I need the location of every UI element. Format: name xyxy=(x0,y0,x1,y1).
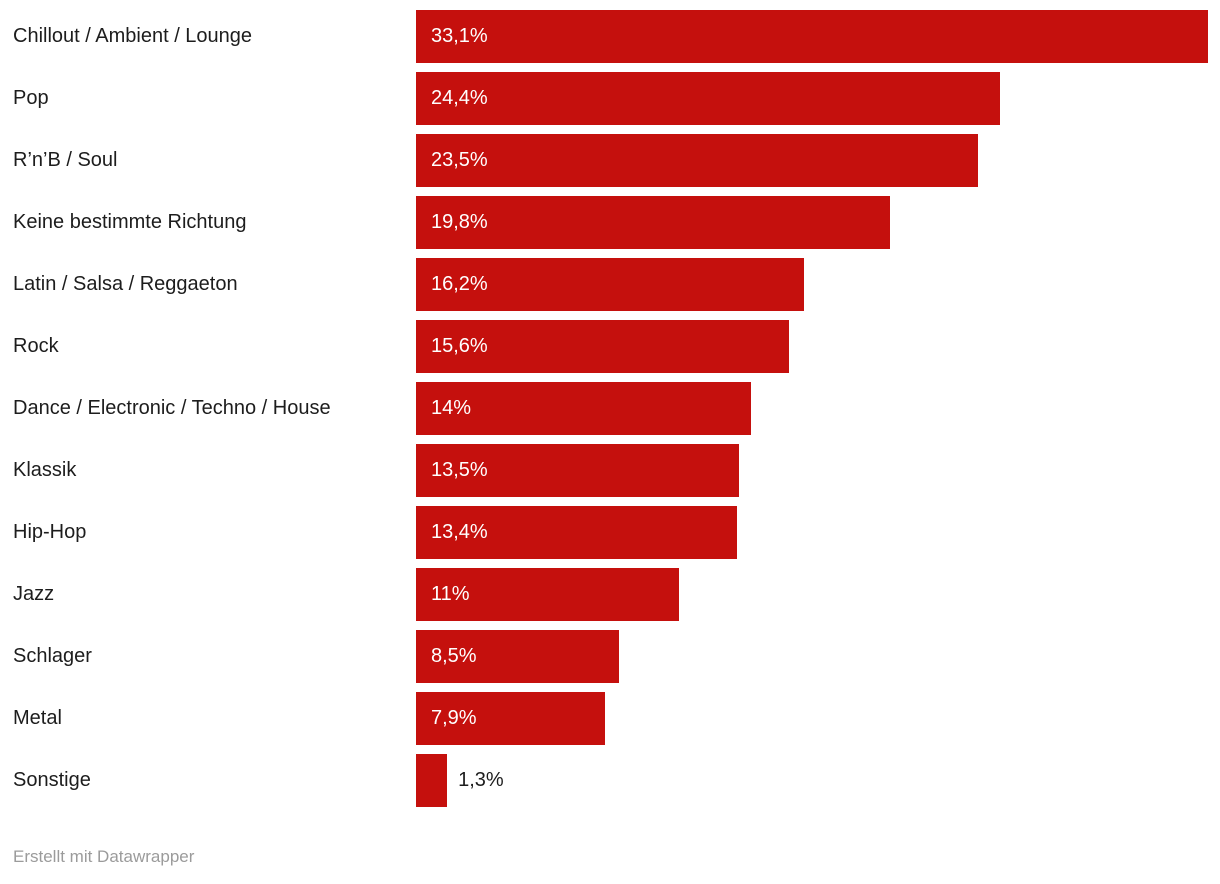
bar-area: 19,8% xyxy=(416,195,1208,249)
value-label: 7,9% xyxy=(431,706,477,729)
category-label: Keine bestimmte Richtung xyxy=(13,211,247,233)
bar-row: R’n’B / Soul 23,5% xyxy=(13,129,1208,191)
value-label: 8,5% xyxy=(431,644,477,667)
bar-area: 13,4% xyxy=(416,505,1208,559)
bar-row: Jazz 11% xyxy=(13,563,1208,625)
category-label: Dance / Electronic / Techno / House xyxy=(13,397,331,419)
value-label: 16,2% xyxy=(431,272,488,295)
value-label: 15,6% xyxy=(431,334,488,357)
chart-footer: Erstellt mit Datawrapper xyxy=(13,847,1208,867)
bar-row: Keine bestimmte Richtung 19,8% xyxy=(13,191,1208,253)
bar-area: 14% xyxy=(416,381,1208,435)
category-label: Chillout / Ambient / Lounge xyxy=(13,25,253,47)
category-label: Hip-Hop xyxy=(13,521,87,543)
value-label: 24,4% xyxy=(431,86,488,109)
value-label-outside: 1,3% xyxy=(458,768,504,791)
bar[interactable]: 33,1% xyxy=(416,9,1208,63)
bar-row: Pop 24,4% xyxy=(13,67,1208,129)
value-label: 13,4% xyxy=(431,520,488,543)
bar-row: Rock 15,6% xyxy=(13,315,1208,377)
bar-row: Metal 7,9% xyxy=(13,687,1208,749)
bar-area: 7,9% xyxy=(416,691,1208,745)
bar-area: 15,6% xyxy=(416,319,1208,373)
bar[interactable]: 15,6% xyxy=(416,319,790,373)
datawrapper-credit-link[interactable]: Erstellt mit Datawrapper xyxy=(13,847,195,866)
category-label: Jazz xyxy=(13,583,55,605)
bar-area: 24,4% xyxy=(416,71,1208,125)
category-label: Sonstige xyxy=(13,769,91,791)
value-label: 19,8% xyxy=(431,210,488,233)
bar[interactable]: 14% xyxy=(416,381,751,435)
bar-row: Klassik 13,5% xyxy=(13,439,1208,501)
value-label: 14% xyxy=(431,396,472,419)
value-label: 13,5% xyxy=(431,458,488,481)
bar-row: Latin / Salsa / Reggaeton 16,2% xyxy=(13,253,1208,315)
category-label: R’n’B / Soul xyxy=(13,149,118,171)
bar[interactable]: 13,5% xyxy=(416,443,740,497)
bar-row: Sonstige 1,3% xyxy=(13,749,1208,811)
bar-area: 13,5% xyxy=(416,443,1208,497)
category-label: Schlager xyxy=(13,645,92,667)
bar[interactable]: 13,4% xyxy=(416,505,737,559)
bar[interactable]: 24,4% xyxy=(416,71,1000,125)
value-label: 11% xyxy=(431,582,470,605)
bar-row: Schlager 8,5% xyxy=(13,625,1208,687)
bar-area: 33,1% xyxy=(416,9,1208,63)
bar[interactable]: 16,2% xyxy=(416,257,804,311)
category-label: Metal xyxy=(13,707,62,729)
bar-area: 11% xyxy=(416,567,1208,621)
category-label: Klassik xyxy=(13,459,77,481)
bar-area: 23,5% xyxy=(416,133,1208,187)
bar-area: 1,3% xyxy=(416,753,1208,807)
bar[interactable]: 11% xyxy=(416,567,680,621)
value-label: 23,5% xyxy=(431,148,488,171)
value-label: 33,1% xyxy=(431,24,488,47)
chart-rows: Chillout / Ambient / Lounge 33,1% Pop 24… xyxy=(13,5,1208,811)
bar[interactable]: 8,5% xyxy=(416,629,620,683)
bar-row: Dance / Electronic / Techno / House 14% xyxy=(13,377,1208,439)
bar[interactable]: 7,9% xyxy=(416,691,606,745)
category-label: Pop xyxy=(13,87,49,109)
bar-area: 16,2% xyxy=(416,257,1208,311)
bar[interactable] xyxy=(416,753,448,807)
bar-area: 8,5% xyxy=(416,629,1208,683)
bar-row: Chillout / Ambient / Lounge 33,1% xyxy=(13,5,1208,67)
bar[interactable]: 19,8% xyxy=(416,195,890,249)
bar[interactable]: 23,5% xyxy=(416,133,979,187)
category-label: Rock xyxy=(13,335,59,357)
bar-row: Hip-Hop 13,4% xyxy=(13,501,1208,563)
category-label: Latin / Salsa / Reggaeton xyxy=(13,273,238,295)
